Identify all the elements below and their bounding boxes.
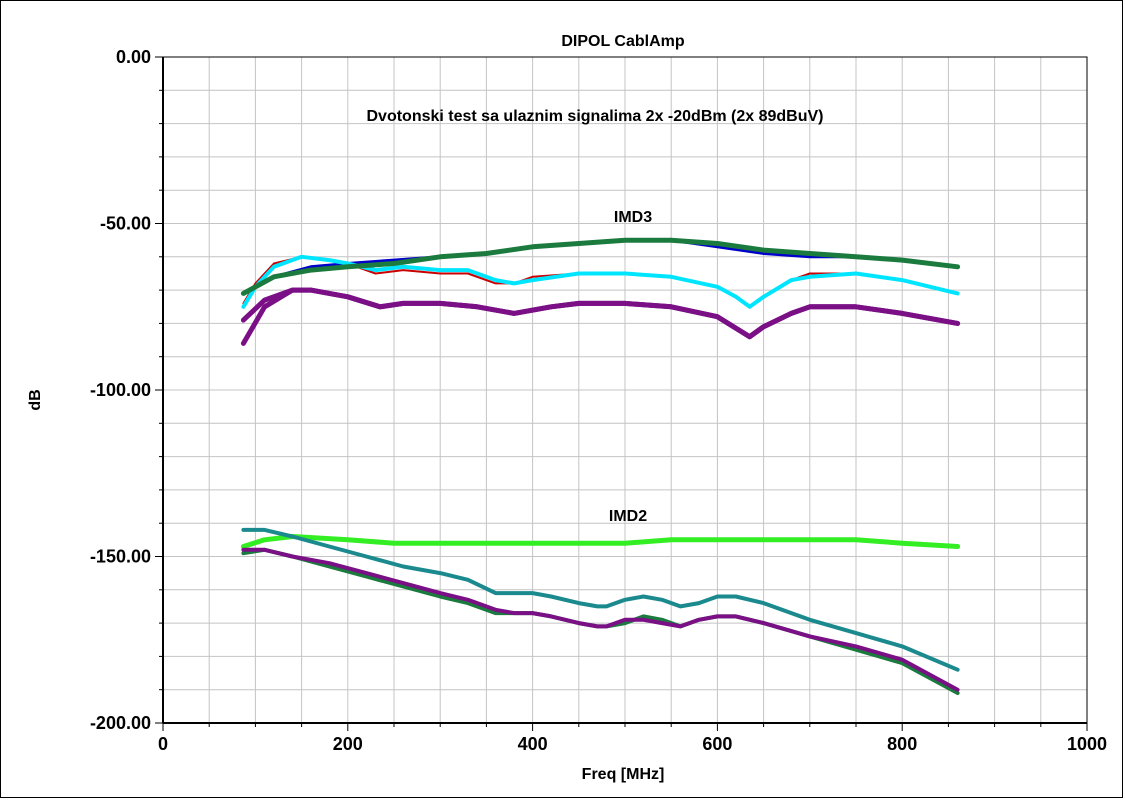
x-tick-label: 200 bbox=[333, 734, 363, 754]
x-tick-label: 0 bbox=[158, 734, 168, 754]
y-tick-label: -50.00 bbox=[100, 214, 151, 234]
series-line-6 bbox=[240, 237, 961, 296]
x-tick-label: 1000 bbox=[1067, 734, 1107, 754]
chart-title: DIPOL CablAmp bbox=[561, 33, 685, 50]
series bbox=[240, 237, 961, 695]
series-line-10 bbox=[241, 547, 960, 692]
series-line-8 bbox=[241, 527, 960, 672]
series-line-3 bbox=[241, 254, 960, 309]
series-line-9 bbox=[241, 547, 960, 695]
series-line-7 bbox=[240, 534, 961, 549]
x-tick-label: 400 bbox=[518, 734, 548, 754]
y-tick-label: -100.00 bbox=[90, 380, 151, 400]
y-tick-label: -200.00 bbox=[90, 713, 151, 733]
ticks: 0 200 400 600 800 1000 0.00 -50.00 -100.00 -150.0… bbox=[90, 47, 1107, 754]
y-axis-label: dB bbox=[27, 389, 44, 410]
x-tick-label: 800 bbox=[887, 734, 917, 754]
imd3-label: IMD3 bbox=[614, 209, 652, 226]
series-line-5 bbox=[240, 287, 961, 340]
test-description: Dvotonski test sa ulaznim signalima 2x -… bbox=[366, 108, 823, 125]
y-tick-label: -150.00 bbox=[90, 547, 151, 567]
y-tick-label: 0.00 bbox=[116, 47, 151, 67]
x-tick-label: 600 bbox=[702, 734, 732, 754]
imd2-label: IMD2 bbox=[609, 508, 647, 525]
x-axis-label: Freq [MHz] bbox=[582, 766, 665, 783]
